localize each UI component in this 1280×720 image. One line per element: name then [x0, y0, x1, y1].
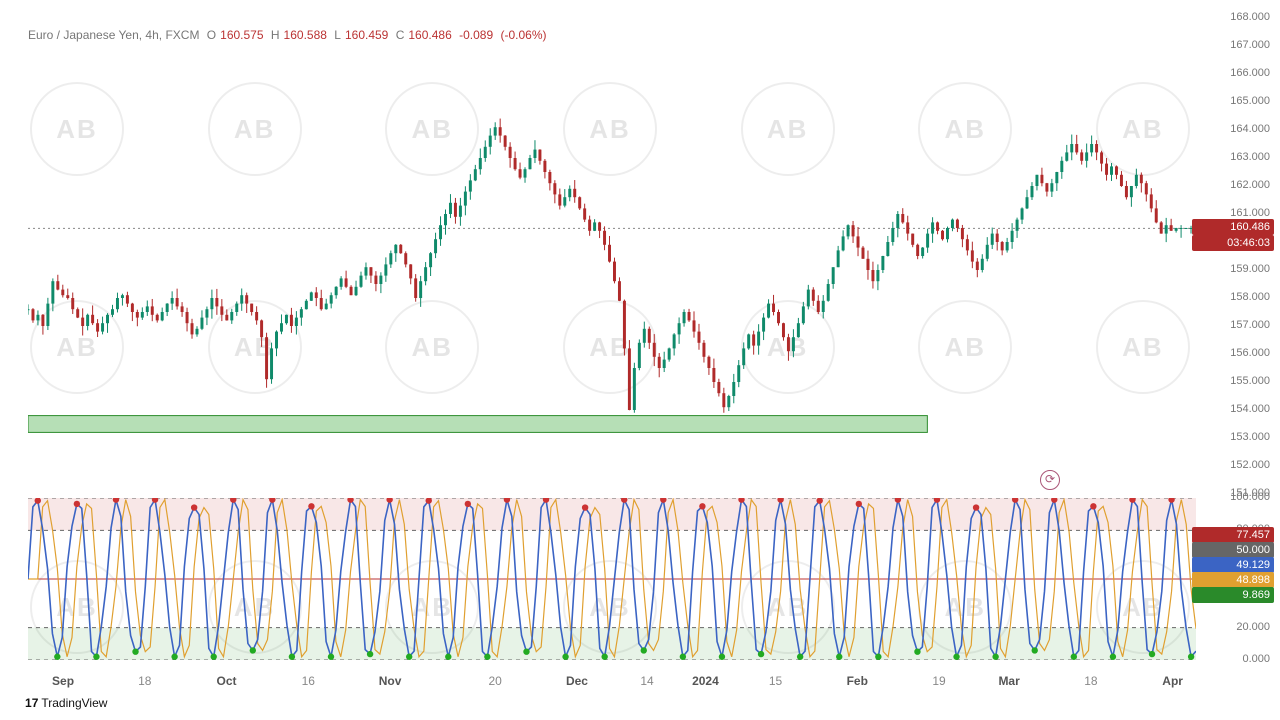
price-y-label: 168.000 — [1206, 11, 1270, 23]
price-y-label: 163.000 — [1206, 151, 1270, 163]
tradingview-text: TradingView — [41, 696, 107, 710]
osc-y-label: 0.000 — [1206, 653, 1270, 665]
price-y-label: 159.000 — [1206, 263, 1270, 275]
x-axis-label: 2024 — [692, 674, 719, 688]
osc-value-badge: 48.898 — [1192, 572, 1274, 588]
osc-y-label: 100.000 — [1206, 491, 1270, 503]
bar-countdown-badge: 03:46:03 — [1192, 235, 1274, 251]
x-axis-label: Mar — [998, 674, 1019, 688]
oscillator-chart — [28, 498, 1196, 660]
x-axis-label: 19 — [932, 674, 945, 688]
last-price-badge: 160.486 — [1192, 219, 1274, 235]
osc-y-label: 20.000 — [1206, 621, 1270, 633]
x-axis-label: Dec — [566, 674, 588, 688]
replay-icon[interactable]: ⟳ — [1040, 470, 1060, 490]
price-y-label: 161.000 — [1206, 207, 1270, 219]
price-y-label: 152.000 — [1206, 459, 1270, 471]
price-y-label: 164.000 — [1206, 123, 1270, 135]
osc-value-badge: 50.000 — [1192, 542, 1274, 558]
x-axis-label: 16 — [302, 674, 315, 688]
price-y-label: 162.000 — [1206, 179, 1270, 191]
x-axis-label: Feb — [847, 674, 868, 688]
price-y-label: 154.000 — [1206, 403, 1270, 415]
price-y-label: 153.000 — [1206, 431, 1270, 443]
x-axis-label: 20 — [489, 674, 502, 688]
x-axis-label: 18 — [1084, 674, 1097, 688]
osc-value-badge: 49.129 — [1192, 557, 1274, 573]
price-y-label: 165.000 — [1206, 95, 1270, 107]
tradingview-icon: 17 — [25, 696, 35, 710]
price-y-label: 156.000 — [1206, 347, 1270, 359]
price-y-label: 155.000 — [1206, 375, 1270, 387]
tradingview-caption: 17 TradingView — [25, 696, 107, 710]
x-axis-label: Nov — [379, 674, 402, 688]
price-y-label: 166.000 — [1206, 67, 1270, 79]
x-axis-label: 15 — [769, 674, 782, 688]
x-axis-label: Apr — [1162, 674, 1183, 688]
price-chart — [28, 18, 1196, 494]
price-y-label: 157.000 — [1206, 319, 1270, 331]
x-axis-label: 14 — [640, 674, 653, 688]
x-axis-label: Oct — [217, 674, 237, 688]
x-axis-label: 18 — [138, 674, 151, 688]
price-y-label: 158.000 — [1206, 291, 1270, 303]
osc-value-badge: 77.457 — [1192, 527, 1274, 543]
x-axis-label: Sep — [52, 674, 74, 688]
price-y-label: 167.000 — [1206, 39, 1270, 51]
osc-value-badge: 9.869 — [1192, 587, 1274, 603]
